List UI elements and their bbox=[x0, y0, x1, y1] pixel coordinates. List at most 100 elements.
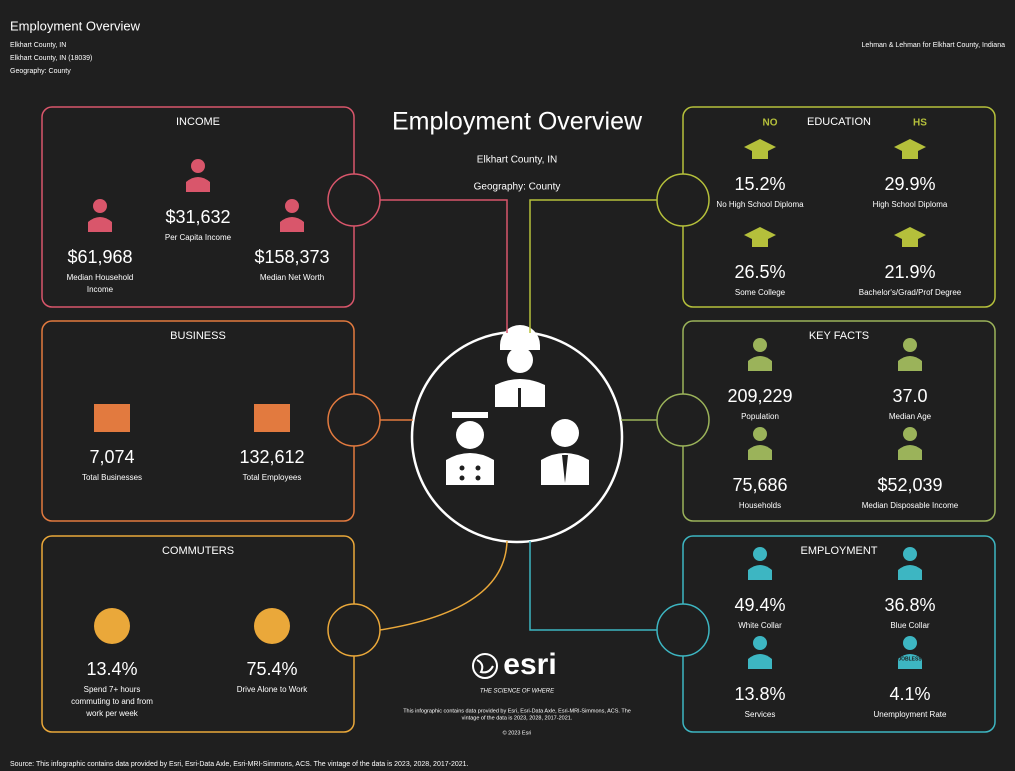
stat-value: 15.2% bbox=[734, 174, 785, 194]
stat-value: 21.9% bbox=[884, 262, 935, 282]
header-credit: Lehman & Lehman for Elkhart County, Indi… bbox=[862, 42, 1006, 49]
center-location: Elkhart County, IN bbox=[477, 155, 557, 166]
disclaimer: This infographic contains data provided … bbox=[403, 708, 631, 714]
panel: INCOME $61,968 Median Household Income $31,6… bbox=[41, 106, 508, 333]
icon bbox=[898, 654, 922, 669]
stat-label: White Collar bbox=[738, 621, 782, 630]
icon bbox=[898, 565, 922, 580]
stat-label: Spend 7+ hours bbox=[84, 685, 141, 694]
stat-label: Services bbox=[745, 710, 776, 719]
header-line: Geography: County bbox=[10, 68, 71, 75]
connector bbox=[379, 540, 508, 631]
stat-label: Drive Alone to Work bbox=[237, 685, 309, 694]
stat-label: Income bbox=[87, 285, 114, 294]
header-title: Employment Overview bbox=[10, 18, 141, 33]
panel: EMPLOYMENT 49.4% White Collar 36.8% Blue Col… bbox=[529, 535, 996, 733]
icon bbox=[191, 159, 205, 173]
icon bbox=[94, 404, 130, 432]
stat-value: 49.4% bbox=[734, 595, 785, 615]
stat-value: 29.9% bbox=[884, 174, 935, 194]
panel-title: COMMUTERS bbox=[162, 545, 234, 557]
stat-value: 75.4% bbox=[246, 659, 297, 679]
stat-value: 7,074 bbox=[89, 447, 134, 467]
connector-circle bbox=[327, 173, 381, 227]
stat-label: Unemployment Rate bbox=[874, 710, 947, 719]
icon bbox=[753, 547, 767, 561]
icon bbox=[748, 565, 772, 580]
connector bbox=[529, 541, 657, 631]
esri-logo bbox=[472, 653, 498, 679]
stat-value: 209,229 bbox=[727, 386, 792, 406]
icon bbox=[903, 338, 917, 352]
disclaimer: vintage of the data is 2023, 2028, 2017-… bbox=[462, 715, 573, 721]
connector-circle bbox=[656, 173, 710, 227]
header-line: Elkhart County, IN bbox=[10, 42, 66, 49]
stat-label: Blue Collar bbox=[890, 621, 929, 630]
panel: BUSINESS 7,074 Total Businesses 132,612 Tota… bbox=[41, 320, 413, 522]
icon bbox=[254, 608, 290, 644]
stat-label: Median Net Worth bbox=[260, 273, 324, 282]
stat-label: Population bbox=[741, 412, 779, 421]
icon-badge: NO bbox=[763, 118, 778, 129]
icon bbox=[280, 217, 304, 232]
stat-label: Per Capita Income bbox=[165, 233, 232, 242]
stat-label: Median Disposable Income bbox=[862, 501, 959, 510]
stat-value: 132,612 bbox=[239, 447, 304, 467]
icon bbox=[748, 654, 772, 669]
copyright: © 2023 Esri bbox=[503, 729, 532, 736]
icon bbox=[903, 636, 917, 650]
footer-source: Source: This infographic contains data p… bbox=[10, 761, 469, 768]
panel: KEY FACTS 209,229 Population 37.0 Median Age… bbox=[621, 320, 996, 522]
connector bbox=[380, 199, 508, 333]
stat-value: $52,039 bbox=[877, 475, 942, 495]
stat-value: 26.5% bbox=[734, 262, 785, 282]
stat-value: 75,686 bbox=[732, 475, 787, 495]
esri-logo-text: esri bbox=[503, 648, 556, 681]
connector-circle bbox=[327, 603, 381, 657]
connector-circle bbox=[656, 393, 710, 447]
icon bbox=[902, 239, 918, 247]
connector-circle bbox=[327, 393, 381, 447]
icon bbox=[94, 608, 130, 644]
stat-label: Total Employees bbox=[243, 473, 302, 482]
icon bbox=[254, 404, 290, 432]
panel-title: BUSINESS bbox=[170, 330, 226, 342]
panel-title: INCOME bbox=[176, 116, 220, 128]
center-title: Employment Overview bbox=[392, 108, 643, 136]
icon bbox=[752, 151, 768, 159]
icon bbox=[903, 427, 917, 441]
stat-value: $158,373 bbox=[254, 247, 329, 267]
esri-tagline: THE SCIENCE OF WHERE bbox=[480, 689, 555, 695]
icon-badge: JOBLESS bbox=[898, 656, 922, 662]
icon bbox=[898, 445, 922, 460]
stat-label: Bachelor's/Grad/Prof Degree bbox=[859, 288, 962, 297]
icon bbox=[902, 151, 918, 159]
stat-value: 37.0 bbox=[892, 386, 927, 406]
icon bbox=[898, 356, 922, 371]
stat-label: Median Age bbox=[889, 412, 932, 421]
stat-value: 36.8% bbox=[884, 595, 935, 615]
icon bbox=[186, 177, 210, 192]
icon bbox=[88, 217, 112, 232]
connector-circle bbox=[656, 603, 710, 657]
stat-value: $31,632 bbox=[165, 207, 230, 227]
panel-title: KEY FACTS bbox=[809, 330, 869, 342]
stat-label: High School Diploma bbox=[873, 200, 948, 209]
icon-badge: HS bbox=[913, 118, 927, 129]
header-line: Elkhart County, IN (18039) bbox=[10, 55, 92, 62]
stat-value: $61,968 bbox=[67, 247, 132, 267]
stat-label: Households bbox=[739, 501, 781, 510]
stat-value: 13.4% bbox=[86, 659, 137, 679]
stat-value: 4.1% bbox=[889, 684, 930, 704]
icon bbox=[748, 356, 772, 371]
panel-title: EMPLOYMENT bbox=[800, 545, 877, 557]
icon bbox=[752, 239, 768, 247]
panel: EDUCATION NO 15.2% No High School Diploma HS… bbox=[529, 106, 996, 333]
icon bbox=[753, 427, 767, 441]
connector bbox=[529, 199, 657, 333]
center-geography: Geography: County bbox=[474, 182, 561, 193]
icon bbox=[753, 636, 767, 650]
stat-label: work per week bbox=[85, 709, 139, 718]
icon bbox=[93, 199, 107, 213]
